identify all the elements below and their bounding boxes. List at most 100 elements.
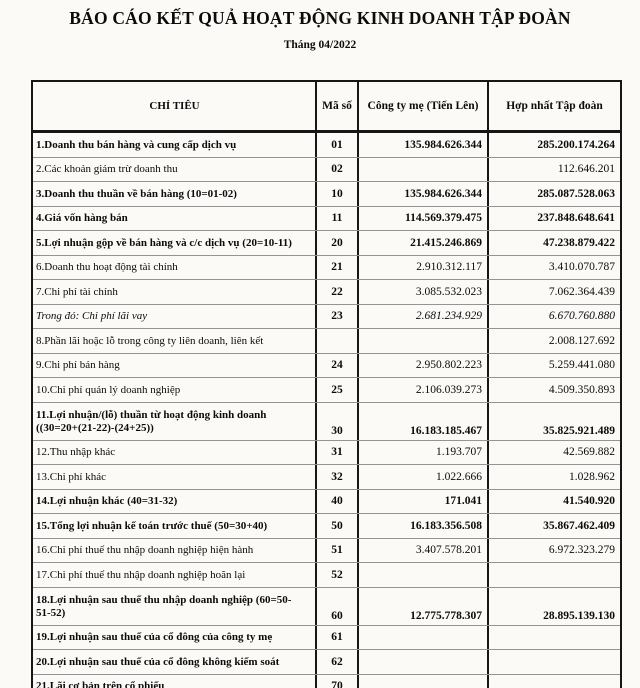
row-consolidated-value-cell: 28.895.139.130 bbox=[487, 587, 620, 625]
row-label: Trong đó: Chi phí lãi vay bbox=[36, 310, 148, 323]
row-label: 6.Doanh thu hoạt động tài chính bbox=[36, 261, 178, 274]
row-label-cell: 19.Lợi nhuận sau thuế của cổ đông của cô… bbox=[33, 626, 315, 650]
row-parent-value-cell: 135.984.626.344 bbox=[357, 133, 487, 157]
row-label-cell: 10.Chi phí quản lý doanh nghiệp bbox=[33, 378, 315, 402]
row-consolidated-value-cell bbox=[487, 625, 620, 649]
row-parent-value-cell: 3.407.578.201 bbox=[357, 538, 487, 562]
row-code-cell: 25 bbox=[315, 378, 357, 402]
table-body: 1.Doanh thu bán hàng và cung cấp dịch vụ… bbox=[33, 133, 620, 688]
header-code: Mã số bbox=[315, 82, 357, 130]
row-label-cell: 18.Lợi nhuận sau thuế thu nhập doanh ngh… bbox=[33, 588, 315, 625]
row-label-cell: 13.Chi phí khác bbox=[33, 465, 315, 489]
row-parent-value-cell: 171.041 bbox=[357, 489, 487, 513]
row-consolidated-value-cell: 5.259.441.080 bbox=[487, 353, 620, 377]
row-consolidated-value-cell: 47.238.879.422 bbox=[487, 231, 620, 255]
row-label-cell: 14.Lợi nhuận khác (40=31-32) bbox=[33, 490, 315, 514]
table-row: 6.Doanh thu hoạt động tài chính 21 2.910.3… bbox=[33, 255, 620, 280]
row-label-cell: 8.Phần lãi hoặc lỗ trong công ty liên do… bbox=[33, 329, 315, 353]
row-code-cell: 30 bbox=[315, 402, 357, 440]
row-parent-value-cell: 1.022.666 bbox=[357, 465, 487, 489]
row-label: 17.Chi phí thuế thu nhập doanh nghiệp ho… bbox=[36, 568, 246, 581]
row-label-cell: 12.Thu nhập khác bbox=[33, 441, 315, 465]
row-parent-value-cell: 16.183.185.467 bbox=[357, 402, 487, 440]
row-label-cell: 7.Chi phí tài chính bbox=[33, 280, 315, 304]
report-period: Tháng 04/2022 bbox=[283, 39, 357, 51]
row-parent-value-cell: 2.910.312.117 bbox=[357, 255, 487, 279]
row-code-cell: 20 bbox=[315, 231, 357, 255]
table-row: 12.Thu nhập khác 31 1.193.707 42.569.882 bbox=[33, 440, 620, 465]
row-label-cell: 15.Tổng lợi nhuận kế toán trước thuế (50… bbox=[33, 514, 315, 538]
table-row: 16.Chi phí thuế thu nhập doanh nghiệp hi… bbox=[33, 538, 620, 563]
row-label: 1.Doanh thu bán hàng và cung cấp dịch vụ bbox=[36, 138, 237, 151]
row-consolidated-value-cell: 7.062.364.439 bbox=[487, 280, 620, 304]
row-label-line2: 51-52) bbox=[36, 606, 66, 619]
income-statement-table: CHỈ TIÊU Mã số Công ty mẹ (Tiến Lên) Hợp… bbox=[31, 80, 622, 688]
row-code-cell: 11 bbox=[315, 206, 357, 230]
row-label: 9.Chi phí bán hàng bbox=[36, 359, 120, 372]
row-consolidated-value-cell: 112.646.201 bbox=[487, 157, 620, 181]
row-code-cell: 51 bbox=[315, 538, 357, 562]
row-code-cell: 60 bbox=[315, 587, 357, 625]
page-title: BÁO CÁO KẾT QUẢ HOẠT ĐỘNG KINH DOANH TẬP… bbox=[69, 8, 571, 28]
row-consolidated-value-cell bbox=[487, 650, 620, 674]
table-row: 9.Chi phí bán hàng 24 2.950.802.223 5.259.4… bbox=[33, 353, 620, 378]
table-row: 20.Lợi nhuận sau thuế của cổ đông không … bbox=[33, 650, 620, 675]
row-label: 8.Phần lãi hoặc lỗ trong công ty liên do… bbox=[36, 334, 264, 347]
row-consolidated-value-cell: 35.867.462.409 bbox=[487, 514, 620, 538]
table-row: Trong đó: Chi phí lãi vay 23 2.681.234.929… bbox=[33, 304, 620, 329]
row-label-cell: 17.Chi phí thuế thu nhập doanh nghiệp ho… bbox=[33, 563, 315, 587]
row-label-cell: 4.Giá vốn hàng bán bbox=[33, 207, 315, 231]
row-label-cell: 6.Doanh thu hoạt động tài chính bbox=[33, 256, 315, 280]
row-label: 15.Tổng lợi nhuận kế toán trước thuế (50… bbox=[36, 519, 268, 532]
row-consolidated-value-cell bbox=[487, 563, 620, 587]
row-label: 10.Chi phí quản lý doanh nghiệp bbox=[36, 383, 181, 396]
table-row: 15.Tổng lợi nhuận kế toán trước thuế (50… bbox=[33, 514, 620, 539]
row-parent-value-cell: 21.415.246.869 bbox=[357, 231, 487, 255]
row-label-cell: 5.Lợi nhuận gộp về bán hàng và c/c dịch … bbox=[33, 231, 315, 255]
row-label: 4.Giá vốn hàng bán bbox=[36, 212, 128, 225]
row-label-cell: 16.Chi phí thuế thu nhập doanh nghiệp hi… bbox=[33, 539, 315, 563]
row-code-cell: 01 bbox=[315, 133, 357, 157]
header-parent-company: Công ty mẹ (Tiến Lên) bbox=[357, 82, 487, 130]
row-label: 14.Lợi nhuận khác (40=31-32) bbox=[36, 495, 178, 508]
row-consolidated-value-cell: 1.028.962 bbox=[487, 465, 620, 489]
row-label-cell: 9.Chi phí bán hàng bbox=[33, 354, 315, 378]
table-row: 5.Lợi nhuận gộp về bán hàng và c/c dịch … bbox=[33, 231, 620, 256]
row-parent-value-cell bbox=[357, 674, 487, 688]
table-row: 1.Doanh thu bán hàng và cung cấp dịch vụ… bbox=[33, 133, 620, 158]
row-consolidated-value-cell: 2.008.127.692 bbox=[487, 329, 620, 353]
row-code-cell: 62 bbox=[315, 650, 357, 674]
row-parent-value-cell: 3.085.532.023 bbox=[357, 280, 487, 304]
row-parent-value-cell bbox=[357, 650, 487, 674]
table-row: 11.Lợi nhuận/(lỗ) thuần từ hoạt động kin… bbox=[33, 402, 620, 441]
row-label-line2: ((30=20+(21-22)-(24+25)) bbox=[36, 421, 154, 434]
row-consolidated-value-cell: 285.087.528.063 bbox=[487, 182, 620, 206]
row-consolidated-value-cell: 41.540.920 bbox=[487, 489, 620, 513]
row-code-cell: 21 bbox=[315, 255, 357, 279]
row-label: 7.Chi phí tài chính bbox=[36, 285, 118, 298]
row-code-cell: 22 bbox=[315, 280, 357, 304]
row-consolidated-value-cell: 6.670.760.880 bbox=[487, 304, 620, 328]
row-label: 20.Lợi nhuận sau thuế của cổ đông không … bbox=[36, 655, 280, 668]
row-code-cell: 61 bbox=[315, 625, 357, 649]
row-label-cell: 11.Lợi nhuận/(lỗ) thuần từ hoạt động kin… bbox=[33, 403, 315, 440]
table-row: 8.Phần lãi hoặc lỗ trong công ty liên do… bbox=[33, 329, 620, 354]
row-parent-value-cell: 114.569.379.475 bbox=[357, 206, 487, 230]
table-row: 13.Chi phí khác 32 1.022.666 1.028.962 bbox=[33, 465, 620, 490]
row-parent-value-cell: 16.183.356.508 bbox=[357, 514, 487, 538]
row-code-cell: 02 bbox=[315, 157, 357, 181]
row-code-cell: 50 bbox=[315, 514, 357, 538]
row-label: 19.Lợi nhuận sau thuế của cổ đông của cô… bbox=[36, 631, 273, 644]
row-label-cell: 21.Lãi cơ bản trên cổ phiếu bbox=[33, 675, 315, 688]
row-parent-value-cell bbox=[357, 563, 487, 587]
row-label: 21.Lãi cơ bản trên cổ phiếu bbox=[36, 680, 165, 688]
table-row: 7.Chi phí tài chính 22 3.085.532.023 7.062.… bbox=[33, 280, 620, 305]
header-consolidated: Hợp nhất Tập đoàn bbox=[487, 82, 620, 130]
row-code-cell: 40 bbox=[315, 489, 357, 513]
row-parent-value-cell: 135.984.626.344 bbox=[357, 182, 487, 206]
row-label: 3.Doanh thu thuần về bán hàng (10=01-02) bbox=[36, 187, 237, 200]
row-consolidated-value-cell: 4.509.350.893 bbox=[487, 378, 620, 402]
table-row: 3.Doanh thu thuần về bán hàng (10=01-02)… bbox=[33, 182, 620, 207]
row-code-cell: 31 bbox=[315, 440, 357, 464]
